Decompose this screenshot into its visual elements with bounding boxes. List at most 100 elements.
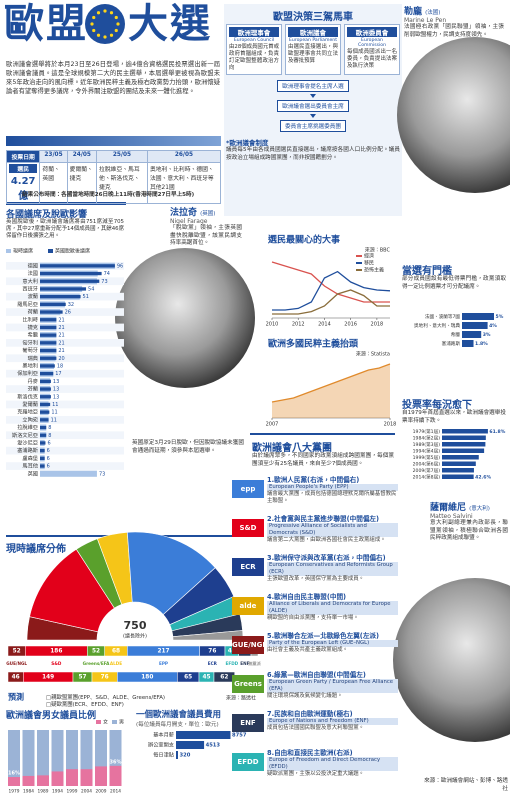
value-label: 8 [48,433,51,439]
country-label: 立陶宛 [22,415,38,423]
value-label: 21 [58,333,64,339]
country-label: 德國 [28,261,38,269]
bar [80,769,93,786]
group-desc: 主張歐盟改革，英國保守黨為主要成員。 [267,576,365,582]
value-label: 13 [53,394,59,400]
row-band [6,308,124,316]
group-entry: Greens 6.綠黨—歐洲自由聯盟(中間偏左) European Green Pa… [232,671,398,710]
bar [176,741,205,749]
group-entry: epp 1.歐洲人民黨(右派，中間偏右) European People's Par… [232,476,398,515]
group-desc: 議會第二大黨團，由歐洲各國社會民主政黨組成。 [267,537,386,543]
row-band [6,431,124,440]
total: 750 [124,619,147,632]
value-label: 54 [88,286,94,292]
segment-label: 57 [78,675,86,681]
x-tick-label: 2014 [318,322,331,328]
bar-current [40,470,97,477]
bar-after [40,364,55,368]
voters: 4.27億 [10,176,36,202]
value-label: 11 [52,402,58,408]
groups-title: 歐洲議會八大黨團 [252,443,332,454]
x-tick-label: 2012 [292,322,305,328]
group-name: 3.歐洲保守派與改革黨(右派，中間偏右) [267,554,386,562]
note: □親歐盟黨團(EPP、S&D、ALDE、Greens/EFA) [46,695,166,701]
bar [442,435,486,440]
value-label: 13 [53,379,59,385]
star [114,15,118,20]
value-label: 21 [58,348,64,354]
eu-stars [90,9,120,39]
value-label: 42.6% [475,474,491,480]
row-band [6,462,124,470]
women-title: 歐洲議會男女議員比例 [6,711,97,721]
label: 現時議席 [13,248,33,255]
seats-title: 各國議席及脫歐影響 [6,210,88,220]
star [96,33,101,37]
bar-after [40,418,49,422]
row-band [6,339,124,347]
name-en: Matteo Salvini [430,513,473,520]
bar-after [40,271,102,276]
name: 法拉奇 [170,208,198,218]
bar-after [40,433,47,437]
country-label: 丹麥 [28,377,38,385]
country-label: 愛爾蘭 [22,400,38,408]
category-label: 2004(第6屆) [413,460,441,467]
group-entry: GUE/NGL 5.歐洲聯合左派—北歐綠色左翼(左派) Party of the E… [232,632,398,671]
group-body: 7.民族和自由歐洲運動(極右) Europe of Nations and Fre… [267,710,398,749]
value-label: 61.8% [489,429,505,435]
turnout-desc: 自1979年首屆直選以來，歐洲議會選舉投票率持續下跌。 [402,410,506,424]
x-tick-label: 1994 [52,789,63,795]
x-tick-label: 1999 [67,789,78,795]
value-label: 20 [58,356,64,362]
bar [176,751,178,759]
value-label: 8 [48,425,51,431]
value-label: 21 [58,340,64,346]
bar-after [40,456,45,460]
bar-after [40,372,54,376]
category-label: 希臘 [451,331,461,338]
bar [442,448,485,453]
bar [442,429,488,434]
country-label: 芬蘭 [28,385,38,393]
group-label: EFDD [225,661,238,666]
segment-label: 45 [202,675,210,681]
legend-label: 經濟 [364,253,374,260]
flow-step: 歐洲議會選出委員會主席 [277,100,349,112]
legend-swatch [112,720,117,724]
bar [462,313,494,320]
category-label: 2009(第7屆) [413,467,441,474]
country-label: 斯洛伐克 [17,392,38,400]
value-label: 6 [47,456,50,462]
cell: 荷蘭、英國 [39,162,68,204]
row-band [6,446,124,455]
value-label: 96 [117,263,123,269]
group-desc: 議會最大黨團，成員包括德國總理默克爾所屬基督教民主聯盟。 [267,491,397,504]
title-right: 大選 [128,1,212,47]
category-label: 每日津貼 [153,751,174,759]
bar [442,461,476,466]
group-en: Party of the European Left (GUE–NGL) [267,640,398,647]
quote: 「脫歐黨」領袖，主張英國盡快脫離歐盟，該黨民調支持率高踞首位。 [170,225,242,246]
group-en: Europe of Nations and Freedom (ENF) [267,718,398,725]
cell: 23/05 [39,150,68,163]
country-label: 法國 [28,269,38,277]
bar [66,769,78,786]
category-label: 1994(第4屆) [413,447,441,454]
segment-label: 186 [50,649,62,655]
troika-body: 歐洲理事會 European Council 由28個成員國元首或政府首腦組成，負責… [226,24,282,75]
group-label: EPP [159,661,168,666]
row-band [6,385,124,393]
name-en: Marine Le Pen [404,17,447,24]
label: 男 [119,720,124,726]
note: □疑歐黨團(ECR、EFDD、ENF) [46,702,124,708]
label: 女 [103,719,108,726]
bar-after [40,302,66,306]
country-label: 英國 [28,469,38,477]
body-en: European Commission [357,38,387,48]
cell: 愛爾蘭、捷克 [66,162,98,204]
portrait-farage [115,248,255,388]
eu-flag [85,4,125,44]
group-body: 5.歐洲聯合左派—北歐綠色左翼(左派) Party of the European… [267,632,398,671]
